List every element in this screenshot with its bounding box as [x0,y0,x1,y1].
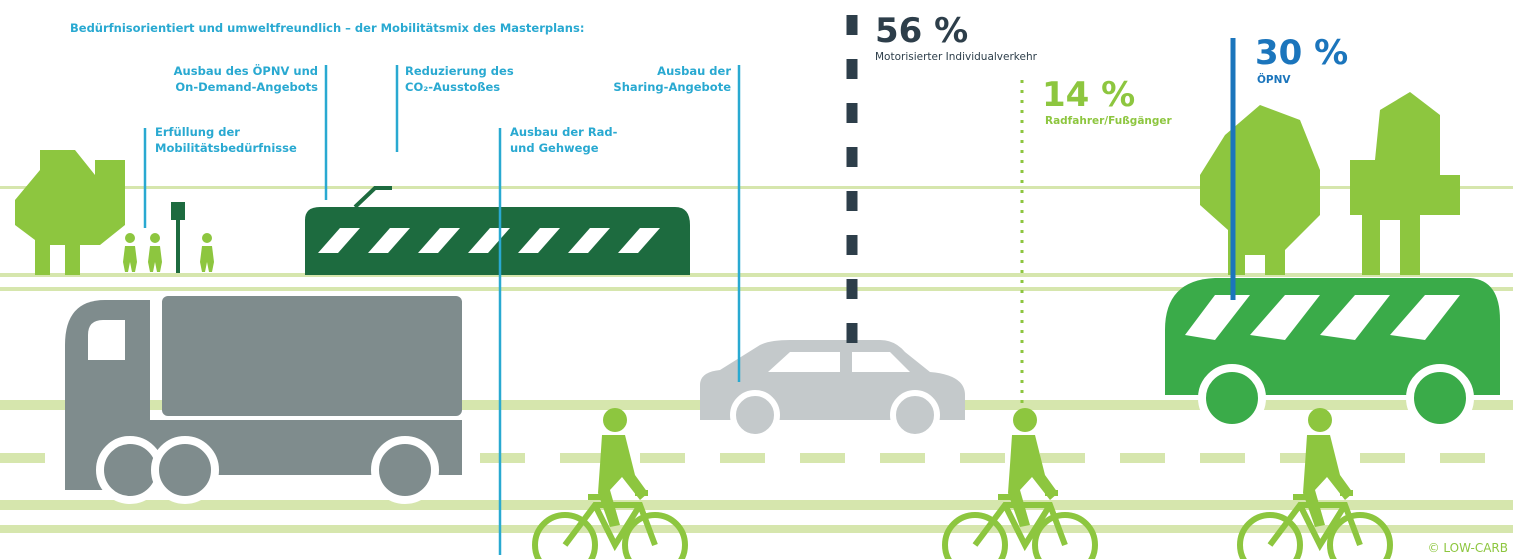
goal-line: Mobilitätsbedürfnisse [155,141,297,155]
goal-line: Reduzierung des [405,64,514,78]
share-value: 30 % [1255,33,1348,73]
tram [305,188,690,275]
goal-line: Ausbau des ÖPNV und [174,63,318,78]
goal-line: On-Demand-Angebots [175,80,318,94]
pedestrians [123,202,214,273]
credit: © LOW-CARB [1428,541,1508,555]
cyclists [535,408,1390,559]
page: Bedürfnisorientiert und umweltfreundlich… [0,0,1513,559]
goal-line: und Gehwege [510,141,599,155]
infographic: Bedürfnisorientiert und umweltfreundlich… [0,0,1513,559]
goal-line: Ausbau der Rad- [510,125,618,139]
share-label: Radfahrer/Fußgänger [1045,115,1173,127]
goal-line: Sharing-Angebote [613,80,731,94]
goal-line: CO₂-Ausstoßes [405,80,500,94]
share-value: 56 % [875,11,968,51]
share-value: 14 % [1042,75,1135,115]
truck [65,296,462,500]
trees-right [1200,92,1460,275]
title: Bedürfnisorientiert und umweltfreundlich… [70,21,584,35]
share-label: ÖPNV [1257,72,1291,86]
trees-left [15,150,125,275]
goal-line: Erfüllung der [155,125,240,139]
goal-line: Ausbau der [657,64,731,78]
share-label: Motorisierter Individualverkehr [875,51,1038,63]
